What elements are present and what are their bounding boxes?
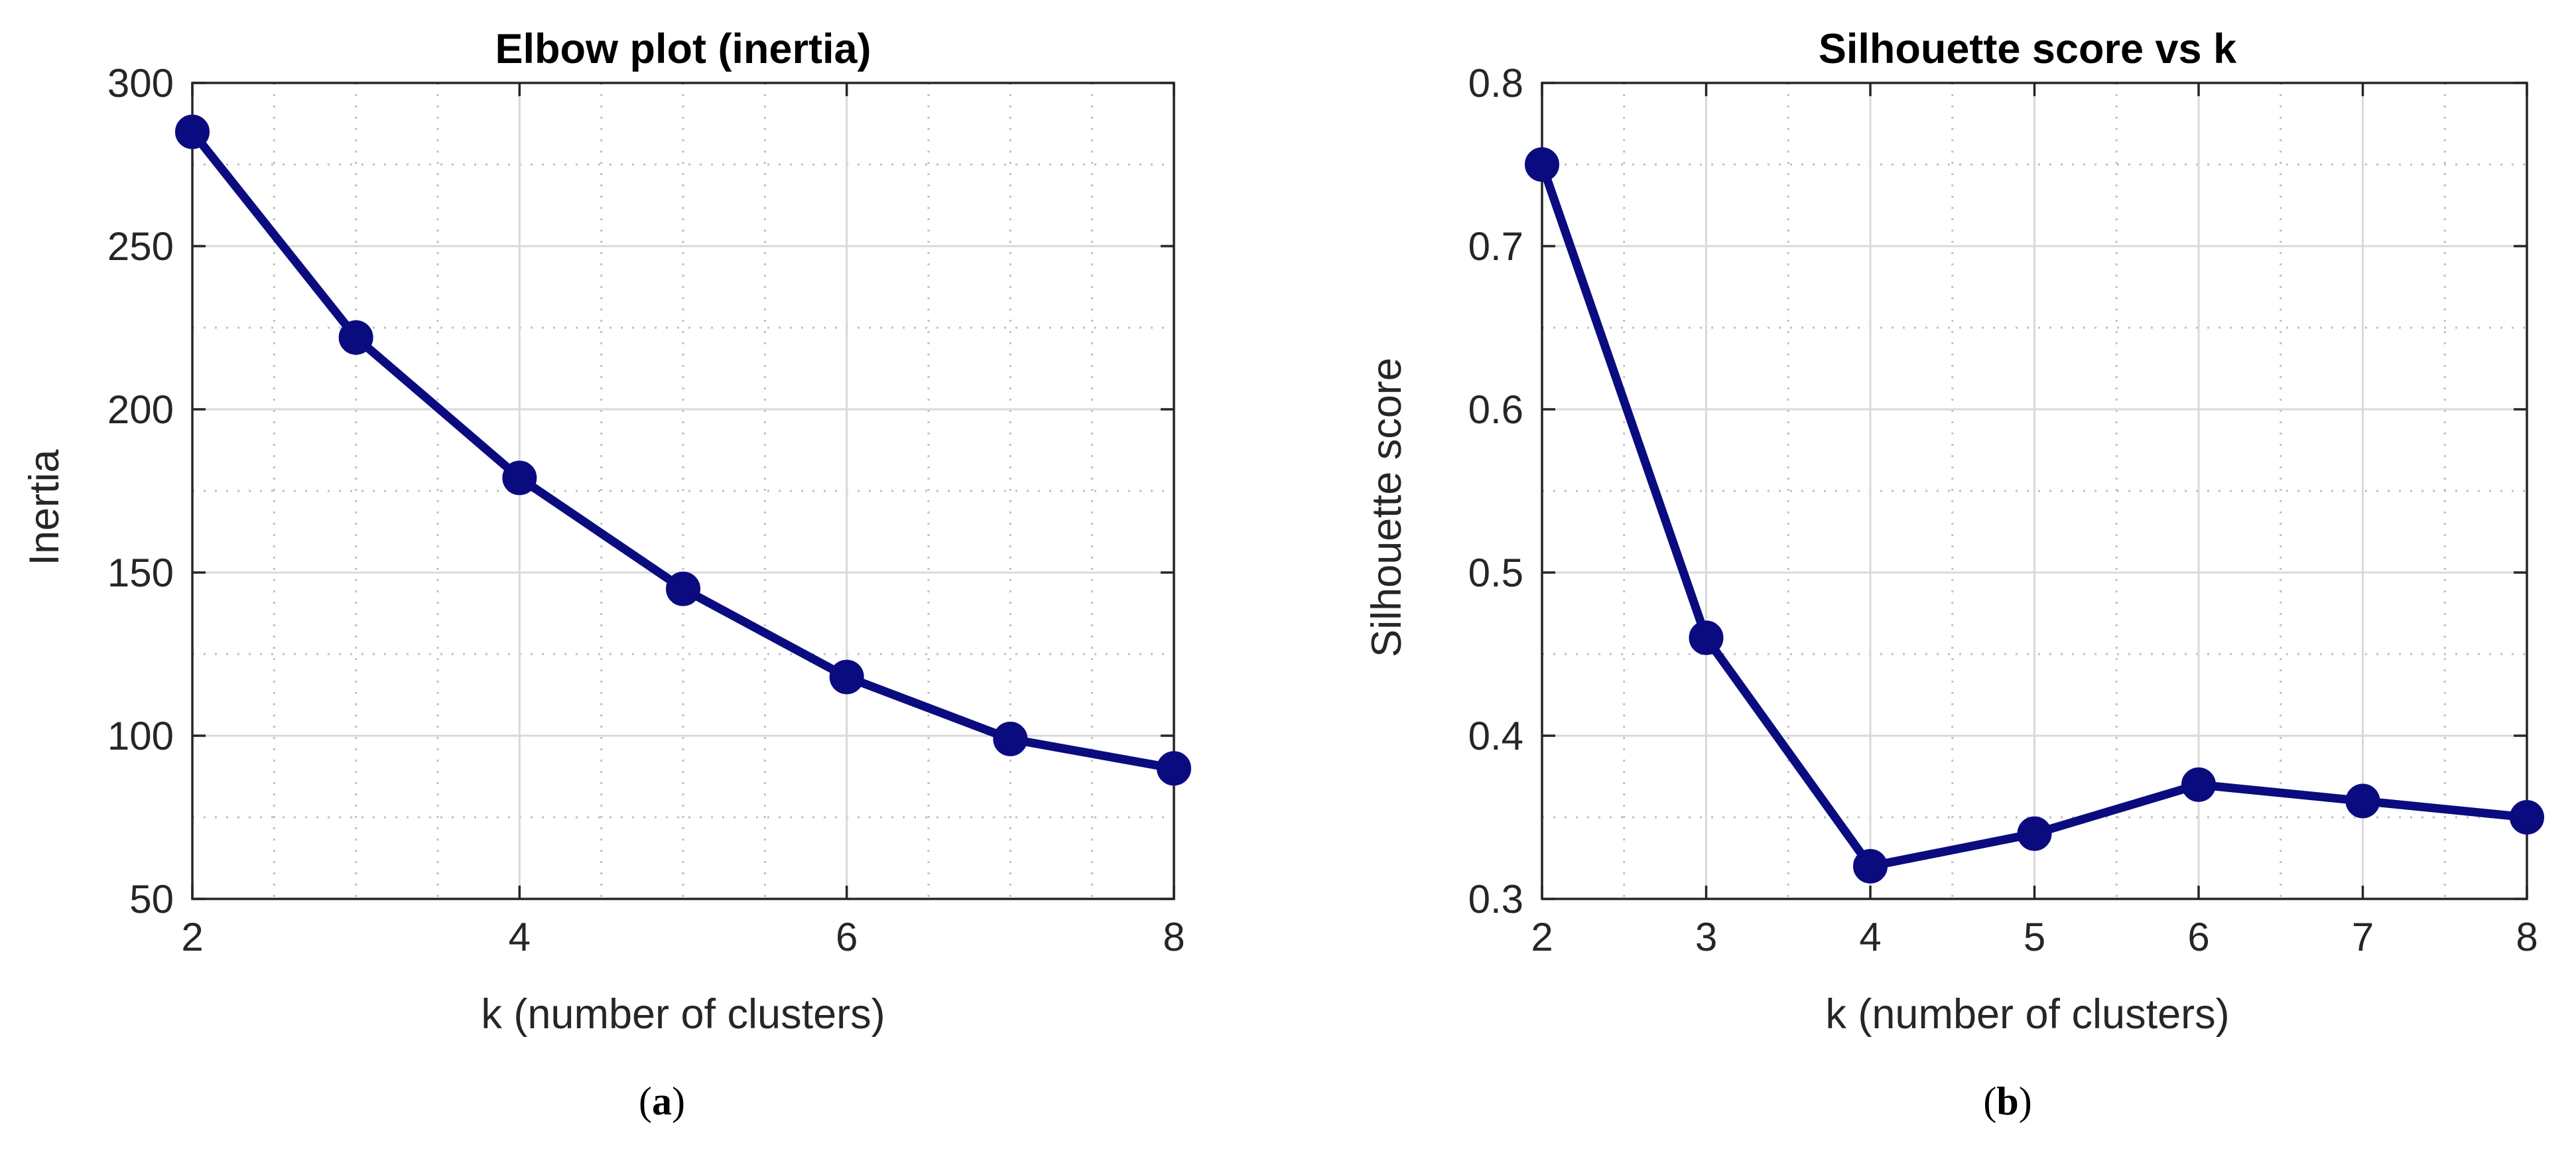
data-point xyxy=(2345,783,2380,819)
data-point xyxy=(2510,800,2544,835)
data-point xyxy=(1157,751,1191,786)
x-tick-label: 4 xyxy=(1859,915,1881,959)
y-tick-label: 200 xyxy=(107,387,174,432)
data-point xyxy=(2017,816,2052,851)
data-point xyxy=(1525,147,1559,182)
caption-open: ( xyxy=(1983,1079,1996,1123)
data-point xyxy=(666,571,700,606)
y-tick-label: 150 xyxy=(107,551,174,595)
data-point xyxy=(1689,620,1724,655)
x-axis-label: k (number of clusters) xyxy=(1825,991,2229,1038)
x-tick-label: 8 xyxy=(2516,915,2538,959)
caption-close: ) xyxy=(672,1079,685,1123)
grid xyxy=(1541,82,2528,900)
data-series xyxy=(1525,147,2544,884)
y-tick-label: 100 xyxy=(107,714,174,758)
y-tick-label: 0.8 xyxy=(1468,61,1523,105)
tick-labels: 2 4 6 8 50 100 150 200 250 300 xyxy=(107,61,1185,959)
caption-letter: b xyxy=(1996,1079,2018,1123)
x-tick-label: 6 xyxy=(2187,915,2209,959)
x-axis-label: k (number of clusters) xyxy=(481,991,885,1038)
y-tick-label: 300 xyxy=(107,61,174,105)
panel-b: Silhouette score vs k Silhouette score k… xyxy=(1364,26,2544,1123)
y-tick-label: 50 xyxy=(129,877,174,921)
x-tick-label: 7 xyxy=(2352,915,2374,959)
plot-area: 2 3 4 5 6 7 8 0.3 0.4 0.5 0.6 0.7 0.8 xyxy=(1468,61,2544,959)
x-tick-label: 2 xyxy=(1531,915,1553,959)
data-point xyxy=(502,460,537,496)
panel-a: Elbow plot (inertia) Inertia k (number o… xyxy=(21,26,1191,1123)
data-point xyxy=(2181,767,2216,802)
y-tick-label: 0.6 xyxy=(1468,387,1523,432)
tick-labels: 2 3 4 5 6 7 8 0.3 0.4 0.5 0.6 0.7 0.8 xyxy=(1468,61,2538,959)
data-point xyxy=(993,721,1028,756)
data-point xyxy=(175,114,210,149)
axes xyxy=(191,82,1175,900)
data-point xyxy=(338,320,373,355)
axes xyxy=(1541,82,2528,900)
y-tick-label: 0.4 xyxy=(1468,714,1523,758)
y-axis-label: Inertia xyxy=(21,448,68,565)
data-series xyxy=(175,114,1191,786)
data-point xyxy=(829,659,864,695)
chart-title: Silhouette score vs k xyxy=(1819,26,2237,72)
x-tick-label: 2 xyxy=(181,915,203,959)
axes-frame xyxy=(191,82,1175,900)
x-tick-label: 6 xyxy=(836,915,858,959)
caption-open: ( xyxy=(639,1079,652,1123)
caption-letter: a xyxy=(652,1079,672,1123)
y-tick-label: 0.7 xyxy=(1468,224,1523,269)
x-tick-label: 8 xyxy=(1163,915,1185,959)
data-point xyxy=(1853,848,1888,884)
panel-caption: (a) xyxy=(639,1079,685,1123)
caption-close: ) xyxy=(2019,1079,2032,1123)
y-tick-label: 0.3 xyxy=(1468,877,1523,921)
y-axis-label: Silhouette score xyxy=(1364,358,1410,657)
x-tick-label: 4 xyxy=(509,915,531,959)
chart-title: Elbow plot (inertia) xyxy=(495,26,871,72)
y-tick-label: 250 xyxy=(107,224,174,269)
x-tick-label: 5 xyxy=(2024,915,2045,959)
x-tick-label: 3 xyxy=(1695,915,1717,959)
panel-caption: (b) xyxy=(1983,1079,2031,1123)
grid xyxy=(191,82,1175,900)
y-tick-label: 0.5 xyxy=(1468,551,1523,595)
plot-area: 2 4 6 8 50 100 150 200 250 300 xyxy=(107,61,1191,959)
